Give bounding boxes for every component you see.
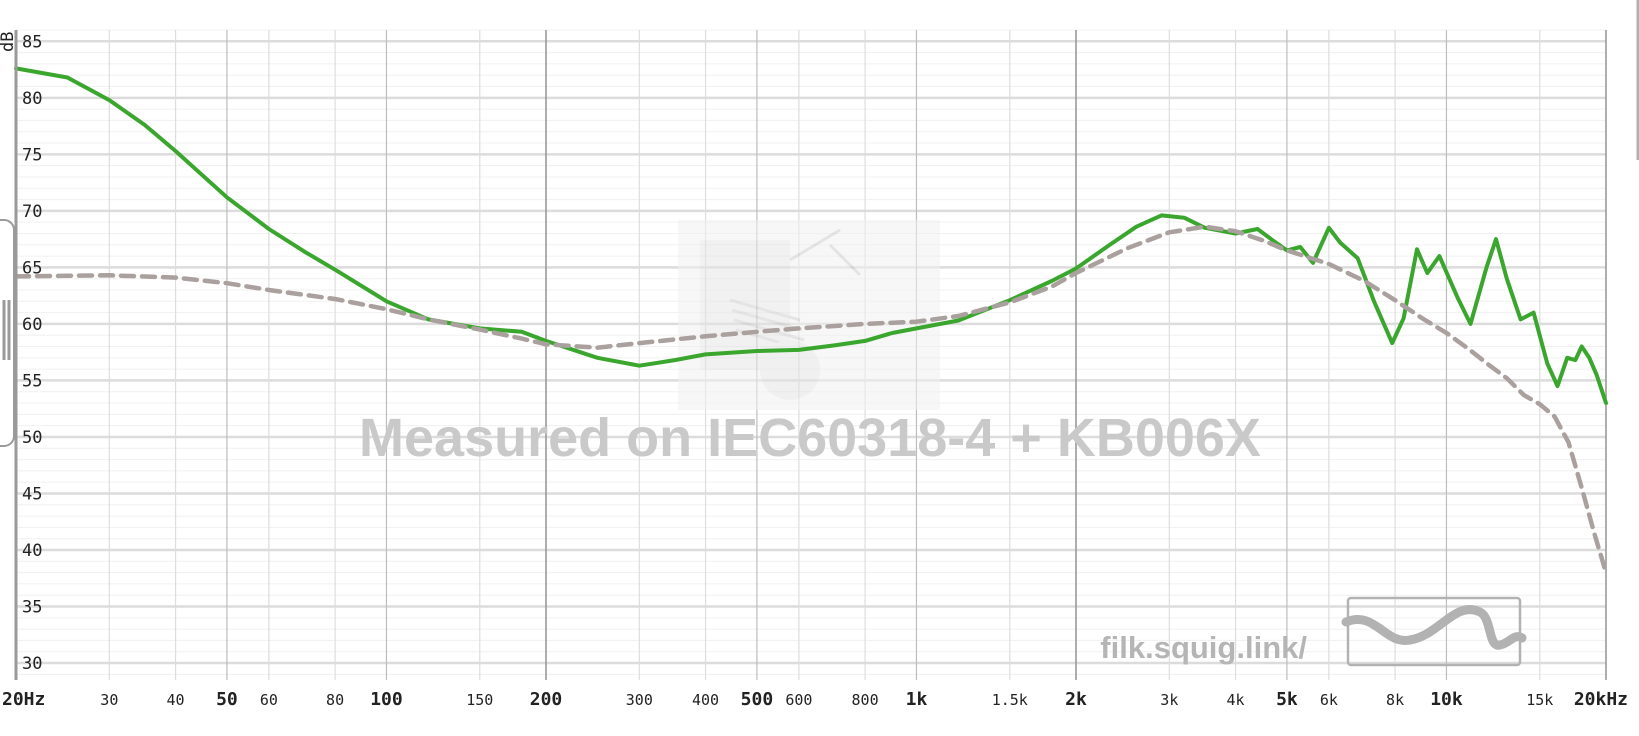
- y-tick-label: 35: [22, 598, 42, 618]
- site-url-label: filk.squig.link/: [1100, 630, 1307, 665]
- resize-handle-icon[interactable]: [0, 219, 15, 447]
- x-tick-label: 300: [626, 691, 653, 709]
- x-tick-label: 1k: [906, 689, 928, 710]
- y-tick-label: 60: [22, 315, 42, 335]
- x-tick-label: 50: [216, 689, 238, 710]
- x-tick-label: 4k: [1227, 691, 1245, 709]
- x-tick-label: 2k: [1065, 689, 1087, 710]
- target-curve: [13, 224, 1609, 575]
- y-tick-label: 50: [22, 428, 42, 448]
- background-photo: [678, 220, 940, 410]
- measurement-watermark: Measured on IEC60318-4 + KB006X: [359, 408, 1261, 468]
- axes-layer: 85 80 75 70 65 60 55 50 45 40 35 30 dB 20Hz 30 40 50 60 80…: [0, 30, 1628, 710]
- y-tick-label: 65: [22, 258, 42, 278]
- x-tick-label: 5k: [1276, 689, 1298, 710]
- y-tick-label: 30: [22, 654, 42, 674]
- x-tick-label: 400: [692, 691, 719, 709]
- x-tick-label: 200: [530, 689, 563, 710]
- x-tick-label: 3k: [1160, 691, 1178, 709]
- x-tick-label: 20Hz: [2, 689, 45, 710]
- x-tick-label: 800: [852, 691, 879, 709]
- x-tick-label: 8k: [1386, 691, 1404, 709]
- y-axis-label: dB: [0, 32, 18, 52]
- x-tick-label: 60: [260, 691, 278, 709]
- y-tick-label: 40: [22, 541, 42, 561]
- x-tick-label: 1.5k: [992, 691, 1028, 709]
- y-tick-label: 55: [22, 371, 42, 391]
- x-tick-label: 20kHz: [1574, 689, 1628, 710]
- curves-layer: [13, 66, 1609, 575]
- x-tick-label: 80: [326, 691, 344, 709]
- x-tick-label: 15k: [1526, 691, 1553, 709]
- y-tick-label: 75: [22, 145, 42, 165]
- squiggle-logo-icon: [1341, 596, 1527, 667]
- x-tick-label: 10k: [1430, 689, 1463, 710]
- x-tick-label: 40: [167, 691, 185, 709]
- y-tick-label: 45: [22, 484, 42, 504]
- y-tick-label: 70: [22, 202, 42, 222]
- y-tick-label: 80: [22, 89, 42, 109]
- x-tick-label: 6k: [1320, 691, 1338, 709]
- x-tick-label: 30: [100, 691, 118, 709]
- y-tick-label: 85: [22, 32, 42, 52]
- x-tick-label: 500: [741, 689, 774, 710]
- x-tick-label: 600: [785, 691, 812, 709]
- x-tick-label: 150: [466, 691, 493, 709]
- x-tick-label: 100: [370, 689, 403, 710]
